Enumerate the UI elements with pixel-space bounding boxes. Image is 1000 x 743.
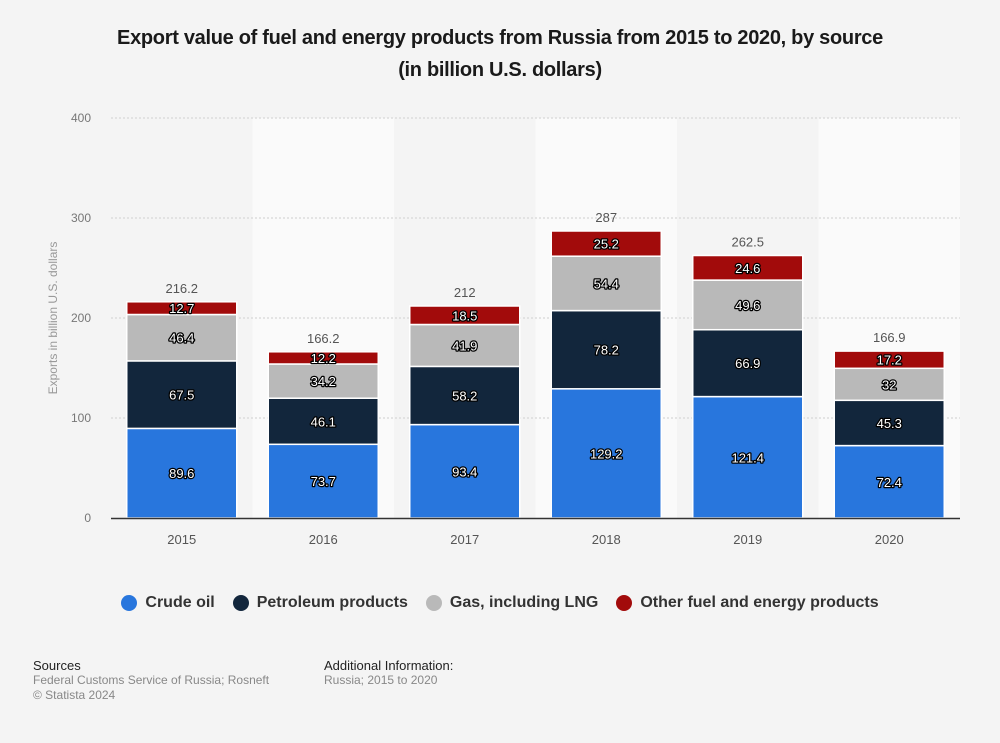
bar-value-label: 46.4 xyxy=(169,331,194,346)
bar-stack: 129.2 78.2 54.4 25.2 287 xyxy=(550,210,662,519)
y-tick-label: 300 xyxy=(71,211,91,225)
bar-stack: 121.4 66.9 49.6 24.6 262.5 xyxy=(692,235,804,519)
sources-heading: Sources xyxy=(33,658,81,673)
additional-info-heading: Additional Information: xyxy=(324,658,454,673)
legend: Crude oil Petroleum products Gas, includ… xyxy=(0,594,1000,612)
bar-value-label: 18.5 xyxy=(452,308,477,323)
y-tick-label: 100 xyxy=(71,411,91,425)
bar-value-label: 32 xyxy=(882,377,896,392)
bar-value-label: 24.6 xyxy=(735,261,760,276)
bar-segment xyxy=(550,388,662,519)
x-tick-label: 2016 xyxy=(309,532,338,547)
bar-segment xyxy=(409,305,521,326)
x-tick-label: 2020 xyxy=(875,532,904,547)
bar-segment xyxy=(409,365,521,426)
bar-value-label: 34.2 xyxy=(311,374,336,389)
bar-segment xyxy=(267,363,379,399)
sources-text[interactable]: Federal Customs Service of Russia; Rosne… xyxy=(33,673,270,687)
chart-title: Export value of fuel and energy products… xyxy=(0,22,1000,86)
bar-value-label: 41.9 xyxy=(452,338,477,353)
bar-value-label: 46.1 xyxy=(311,414,336,429)
legend-label: Petroleum products xyxy=(256,594,408,611)
y-tick-label: 200 xyxy=(71,311,91,325)
bar-total-label: 166.9 xyxy=(873,330,906,345)
bar-total-label: 216.2 xyxy=(165,281,198,296)
bar-total-label: 166.2 xyxy=(307,331,340,346)
bar-value-label: 72.4 xyxy=(877,475,902,490)
legend-dot-icon xyxy=(232,595,249,611)
legend-label: Other fuel and energy products xyxy=(640,594,879,611)
bar-total-label: 212 xyxy=(454,285,476,300)
x-tick-label: 2018 xyxy=(592,532,621,547)
bar-segment xyxy=(126,313,238,362)
bar-segment xyxy=(833,444,945,519)
sources-block: Sources Federal Customs Service of Russi… xyxy=(33,658,269,703)
y-tick-label: 0 xyxy=(84,511,91,525)
x-tick-label: 2019 xyxy=(733,532,762,547)
bar-value-label: 78.2 xyxy=(594,343,619,358)
legend-dot-icon xyxy=(425,595,442,611)
bar-stack: 72.4 45.3 32 17.2 166.9 xyxy=(833,330,945,519)
chart-subtitle: (in billion U.S. dollars) xyxy=(398,59,602,81)
stacked-bar-chart: 0 100 200 300 400 89.6 67.5 46.4 12.7 216.2 73.7 4… xyxy=(71,111,960,547)
legend-label: Gas, including LNG xyxy=(449,594,599,611)
legend-item-petroleum-products[interactable]: Petroleum products xyxy=(232,594,408,612)
bar-segment xyxy=(126,301,238,316)
bar-total-label: 262.5 xyxy=(731,235,764,250)
bar-value-label: 25.2 xyxy=(594,237,619,252)
bar-stack: 93.4 58.2 41.9 18.5 212 xyxy=(409,285,521,519)
bar-segment xyxy=(267,351,379,365)
additional-info-text: Russia; 2015 to 2020 xyxy=(324,673,438,687)
legend-item-gas[interactable]: Gas, including LNG xyxy=(425,594,599,612)
x-axis: 2015 2016 2017 2018 2019 2020 xyxy=(111,517,960,547)
legend-dot-icon xyxy=(121,595,138,611)
bar-segment xyxy=(833,367,945,402)
bar-value-label: 12.7 xyxy=(169,301,194,316)
x-tick-label: 2017 xyxy=(450,532,479,547)
bar-value-label: 67.5 xyxy=(169,388,194,403)
bar-value-label: 49.6 xyxy=(735,298,760,313)
bar-stack: 73.7 46.1 34.2 12.2 166.2 xyxy=(267,331,379,519)
bar-value-label: 121.4 xyxy=(731,450,764,465)
bar-segment xyxy=(692,279,804,331)
gridlines xyxy=(111,117,960,419)
bar-segment xyxy=(126,427,238,519)
bar-value-label: 17.2 xyxy=(877,353,902,368)
bar-value-label: 66.9 xyxy=(735,356,760,371)
bar-value-label: 73.7 xyxy=(311,474,336,489)
chart-title-line1: Export value of fuel and energy products… xyxy=(117,27,883,49)
bar-segment xyxy=(692,254,804,281)
copyright-text: © Statista 2024 xyxy=(33,688,116,702)
bar-segment xyxy=(409,423,521,519)
bar-segment xyxy=(833,350,945,370)
bar-segment xyxy=(692,328,804,398)
additional-info-block: Additional Information: Russia; 2015 to … xyxy=(324,658,453,688)
bar-value-label: 12.2 xyxy=(311,351,336,366)
bar-value-label: 89.6 xyxy=(169,466,194,481)
y-axis-ticks: 0 100 200 300 400 xyxy=(71,111,91,525)
bar-segment xyxy=(267,443,379,519)
bar-value-label: 54.4 xyxy=(594,276,619,291)
bar-value-label: 129.2 xyxy=(590,446,623,461)
bar-segment xyxy=(550,255,662,312)
legend-item-crude-oil[interactable]: Crude oil xyxy=(121,594,215,612)
legend-label: Crude oil xyxy=(145,594,215,611)
bar-total-label: 287 xyxy=(595,210,617,225)
legend-item-other-fuel[interactable]: Other fuel and energy products xyxy=(616,594,879,612)
bar-value-label: 93.4 xyxy=(452,464,477,479)
x-tick-label: 2015 xyxy=(167,532,196,547)
bar-segment xyxy=(692,395,804,519)
bars: 89.6 67.5 46.4 12.7 216.2 73.7 46.1 34.2 12.2 166… xyxy=(126,210,945,519)
bar-segment xyxy=(550,230,662,257)
bar-stack: 89.6 67.5 46.4 12.7 216.2 xyxy=(126,281,238,519)
legend-dot-icon xyxy=(616,595,633,611)
bar-value-label: 58.2 xyxy=(452,389,477,404)
bar-value-label: 45.3 xyxy=(877,416,902,431)
y-tick-label: 400 xyxy=(71,111,91,125)
bar-segment xyxy=(126,360,238,430)
